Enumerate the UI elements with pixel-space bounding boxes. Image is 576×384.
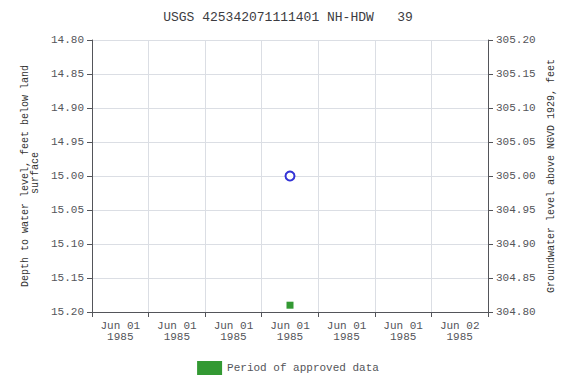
svg-text:Jun 01: Jun 01 — [100, 319, 141, 332]
svg-text:305.05: 305.05 — [496, 136, 536, 148]
svg-text:304.80: 304.80 — [496, 306, 536, 318]
svg-text:Groundwater level above NGVD 1: Groundwater level above NGVD 1929, feet — [546, 59, 557, 293]
svg-text:surface: surface — [30, 152, 41, 200]
svg-text:1985: 1985 — [277, 331, 303, 343]
svg-text:15.15: 15.15 — [51, 272, 84, 284]
svg-text:14.90: 14.90 — [51, 102, 84, 114]
svg-text:15.05: 15.05 — [51, 204, 84, 216]
svg-text:Jun 01: Jun 01 — [270, 319, 310, 332]
svg-text:305.00: 305.00 — [496, 170, 536, 182]
svg-text:1985: 1985 — [107, 331, 133, 343]
svg-text:304.90: 304.90 — [496, 238, 536, 250]
svg-text:Jun 01: Jun 01 — [326, 319, 367, 332]
svg-text:304.85: 304.85 — [496, 272, 536, 284]
svg-text:1985: 1985 — [390, 331, 416, 343]
svg-text:Depth to water level, feet bel: Depth to water level, feet below land — [19, 65, 31, 287]
svg-text:1985: 1985 — [164, 331, 190, 343]
svg-text:Jun 01: Jun 01 — [213, 319, 254, 332]
svg-text:Period of approved data: Period of approved data — [227, 362, 379, 374]
svg-text:15.20: 15.20 — [51, 306, 84, 318]
svg-text:Jun 02: Jun 02 — [439, 319, 480, 332]
svg-text:Jun 01: Jun 01 — [383, 319, 423, 332]
svg-text:305.10: 305.10 — [496, 102, 536, 114]
svg-text:1985: 1985 — [447, 331, 473, 343]
svg-text:305.20: 305.20 — [496, 34, 536, 46]
svg-text:304.95: 304.95 — [496, 204, 536, 216]
svg-text:1985: 1985 — [220, 331, 246, 343]
svg-text:15.10: 15.10 — [51, 238, 84, 250]
svg-text:14.95: 14.95 — [51, 136, 84, 148]
svg-text:14.80: 14.80 — [51, 34, 84, 46]
svg-text:305.15: 305.15 — [496, 68, 536, 80]
svg-text:1985: 1985 — [333, 331, 359, 343]
svg-text:14.85: 14.85 — [51, 68, 84, 80]
svg-text:Jun 01: Jun 01 — [157, 319, 197, 332]
svg-text:USGS 425342071111401 NH-HDW: USGS 425342071111401 NH-HDW 39 — [163, 10, 413, 25]
svg-text:15.00: 15.00 — [51, 170, 84, 182]
